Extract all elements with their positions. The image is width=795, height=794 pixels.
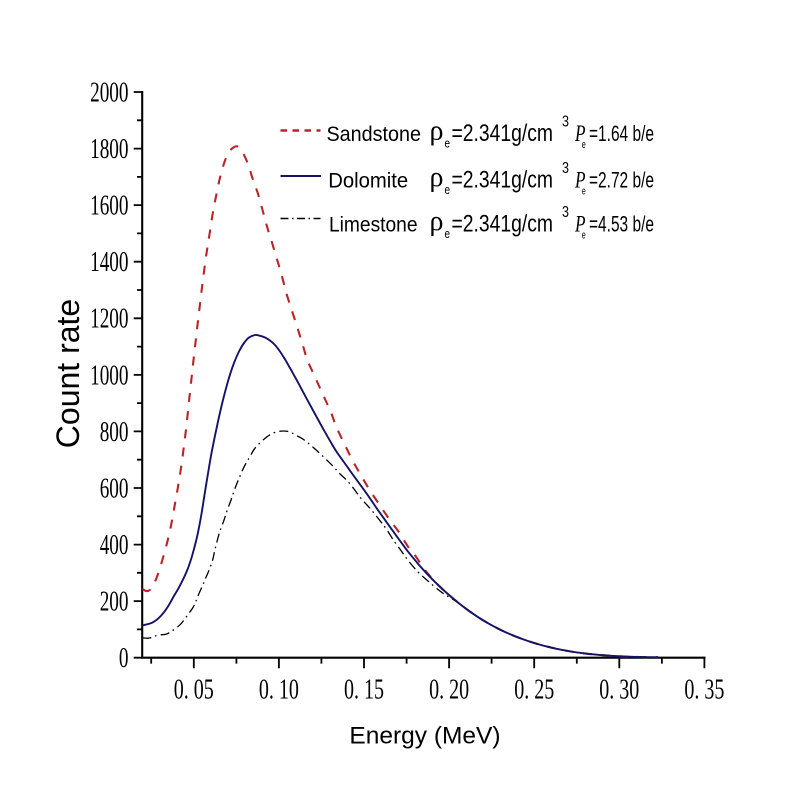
svg-text:3: 3 xyxy=(562,160,569,177)
svg-text:0. 35: 0. 35 xyxy=(684,675,724,706)
svg-text:1000: 1000 xyxy=(90,360,128,391)
svg-text:0. 30: 0. 30 xyxy=(599,675,639,706)
svg-text:=4.53 b/e: =4.53 b/e xyxy=(589,212,654,237)
svg-text:Count rate: Count rate xyxy=(50,299,86,448)
svg-text:e: e xyxy=(445,137,451,151)
svg-text:P: P xyxy=(574,121,585,146)
svg-text:Energy (MeV): Energy (MeV) xyxy=(349,723,500,750)
svg-text:1600: 1600 xyxy=(90,191,128,222)
svg-text:3: 3 xyxy=(562,204,569,221)
svg-text:=2.341g/cm: =2.341g/cm xyxy=(452,211,554,238)
svg-text:P: P xyxy=(574,168,585,193)
svg-text:600: 600 xyxy=(100,473,129,504)
svg-text:ρ: ρ xyxy=(430,162,444,193)
svg-text:Limestone: Limestone xyxy=(329,214,418,237)
svg-text:Sandstone: Sandstone xyxy=(327,123,422,146)
svg-text:200: 200 xyxy=(100,587,129,618)
svg-text:0. 25: 0. 25 xyxy=(514,675,554,706)
svg-text:400: 400 xyxy=(100,530,129,561)
svg-text:=2.341g/cm: =2.341g/cm xyxy=(452,167,554,194)
svg-text:ρ: ρ xyxy=(430,116,444,147)
svg-text:ρ: ρ xyxy=(430,206,444,237)
svg-text:=2.341g/cm: =2.341g/cm xyxy=(452,120,554,147)
svg-text:e: e xyxy=(582,139,586,151)
svg-text:1200: 1200 xyxy=(90,304,128,335)
svg-text:P: P xyxy=(574,212,585,237)
svg-text:2000: 2000 xyxy=(90,77,128,108)
svg-text:1400: 1400 xyxy=(90,247,128,278)
svg-text:3: 3 xyxy=(562,114,569,131)
svg-text:0. 05: 0. 05 xyxy=(174,675,214,706)
svg-text:=1.64 b/e: =1.64 b/e xyxy=(589,121,654,146)
svg-text:=2.72 b/e: =2.72 b/e xyxy=(589,168,654,193)
svg-text:Dolomite: Dolomite xyxy=(328,170,408,193)
svg-text:e: e xyxy=(445,227,451,241)
svg-text:e: e xyxy=(445,183,451,197)
svg-text:e: e xyxy=(582,186,586,198)
svg-text:1800: 1800 xyxy=(90,134,128,165)
svg-text:e: e xyxy=(582,230,586,242)
svg-text:0: 0 xyxy=(119,643,129,674)
svg-text:0. 20: 0. 20 xyxy=(429,675,469,706)
svg-text:800: 800 xyxy=(100,417,129,448)
svg-text:0. 10: 0. 10 xyxy=(259,675,299,706)
svg-text:0. 15: 0. 15 xyxy=(344,675,384,706)
